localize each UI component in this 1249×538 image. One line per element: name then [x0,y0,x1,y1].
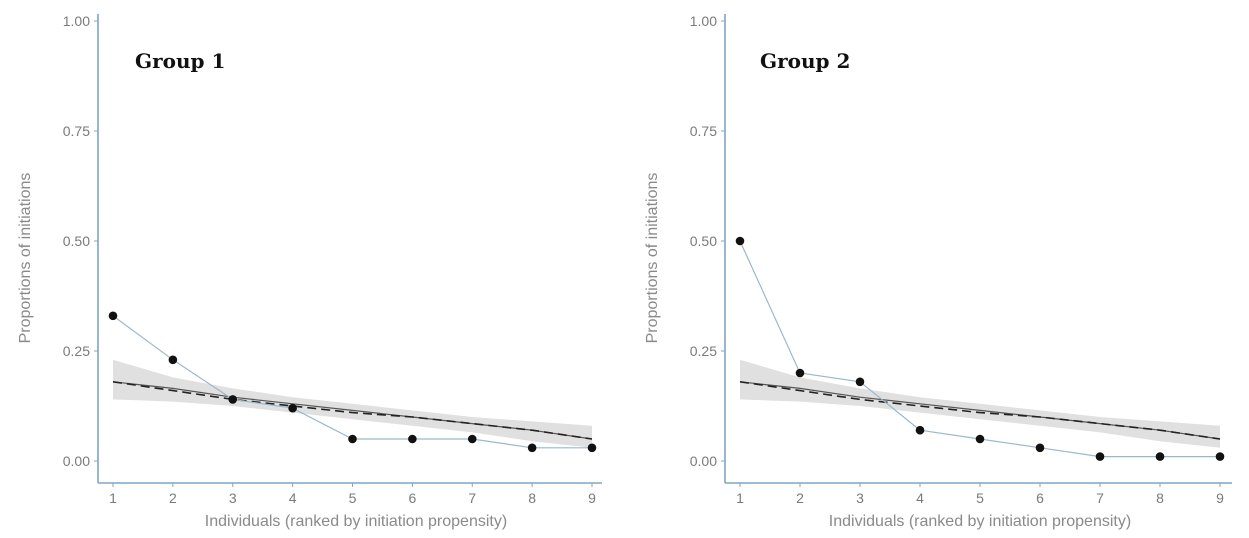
expected-line-solid [112,381,593,440]
y-tick-label: 0.25 [63,343,90,359]
data-point [408,434,417,444]
y-tick-label: 0.50 [690,233,717,249]
x-tick-label: 6 [1036,490,1044,506]
y-axis-title: Proportions of initiations [17,173,34,344]
data-point [1155,452,1165,461]
data-point [735,236,745,246]
x-tick-label: 7 [1096,490,1104,506]
data-point [108,311,118,321]
confidence-band [740,359,1220,448]
y-tick-label: 0.00 [63,453,90,469]
y-tick-label: 1.00 [690,13,717,29]
x-tick-label: 5 [976,490,984,506]
x-tick-label: 2 [796,490,804,506]
y-tick-label: 0.75 [690,123,717,139]
x-tick-label: 7 [468,490,476,506]
x-tick-label: 3 [856,490,864,506]
data-point [348,434,357,444]
data-point [228,395,238,404]
data-point [915,425,925,435]
confidence-band [113,359,592,448]
data-point [975,434,985,444]
data-point [795,368,805,378]
x-axis-title: Individuals (ranked by initiation propen… [829,513,1131,530]
data-point [168,355,178,365]
y-tick-label: 0.25 [690,343,717,359]
x-tick-label: 9 [588,490,596,506]
x-tick-label: 4 [289,490,297,506]
y-tick-label: 0.75 [63,123,90,139]
x-tick-label: 5 [349,490,357,506]
y-axis-title: Proportions of initiations [644,173,661,344]
x-tick-label: 4 [916,490,924,506]
y-tick-label: 0.50 [63,233,90,249]
x-tick-label: 3 [229,490,237,506]
x-tick-label: 8 [1156,490,1164,506]
data-point [1095,452,1105,461]
expected-line-solid [739,381,1221,440]
x-tick-label: 8 [528,490,536,506]
x-tick-label: 1 [736,490,744,506]
data-point [855,377,865,387]
x-tick-label: 1 [109,490,117,506]
chart-panel-group-1: 0.00 0.25 0.50 0.75 1.00 1 2 3 4 5 6 7 8 9 Group 1 Prop… [17,13,602,530]
chart-panel-group-2: 0.00 0.25 0.50 0.75 1.00 1 2 3 4 5 6 7 8 9 Group 2 Prop… [644,13,1232,530]
y-tick-label: 0.00 [690,453,717,469]
expected-line-dashed [739,381,1221,440]
data-point [587,443,597,453]
data-point [467,434,477,444]
data-point [527,443,537,453]
data-point [1035,443,1045,453]
data-point [288,403,297,413]
x-tick-label: 9 [1216,490,1224,506]
x-axis-title: Individuals (ranked by initiation propen… [205,513,507,530]
expected-line-dashed [112,381,593,440]
panel-title: Group 2 [760,49,850,73]
y-tick-label: 1.00 [63,13,90,29]
data-point [1215,452,1225,461]
x-tick-label: 6 [408,490,416,506]
x-tick-label: 2 [169,490,177,506]
panel-title: Group 1 [135,49,225,73]
